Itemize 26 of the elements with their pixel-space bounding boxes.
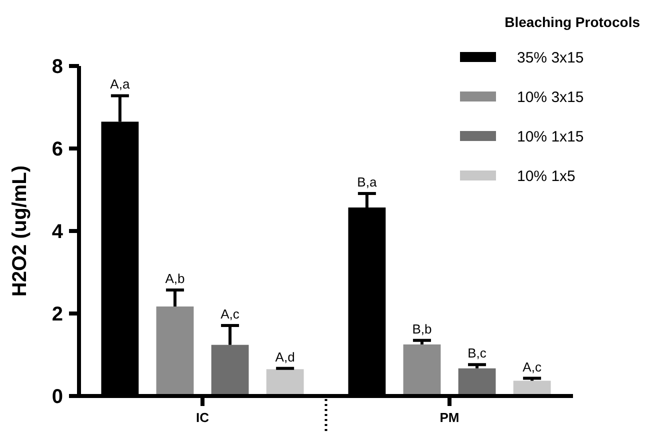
data-label: A,d [275,349,295,364]
legend-title: Bleaching Protocols [504,14,640,30]
data-label: B,a [357,174,378,190]
data-label: A,b [165,270,185,286]
y-tick-label: 0 [52,386,63,408]
legend-label: 10% 1x15 [517,128,584,146]
data-label: A,c [220,306,240,322]
legend-label: 35% 3x15 [517,49,584,66]
bar [266,369,304,396]
bar [211,344,249,396]
legend-label: 10% 1x5 [517,168,576,185]
x-tick-label: IC [196,410,210,425]
x-tick-label: PM [440,410,460,425]
data-label: B,b [412,321,432,336]
bar [458,368,496,396]
y-tick-label: 4 [52,221,64,243]
y-axis-title: H2O2 (ug/mL) [9,165,31,297]
data-label: B,c [468,346,487,361]
y-tick-label: 2 [52,304,63,326]
bar [156,306,194,396]
y-tick-label: 6 [52,138,63,160]
y-tick-label: 8 [52,56,63,78]
data-label: A,a [110,76,130,92]
data-label: A,c [522,359,542,374]
legend-label: 10% 3x15 [517,88,584,106]
bar [403,344,441,396]
